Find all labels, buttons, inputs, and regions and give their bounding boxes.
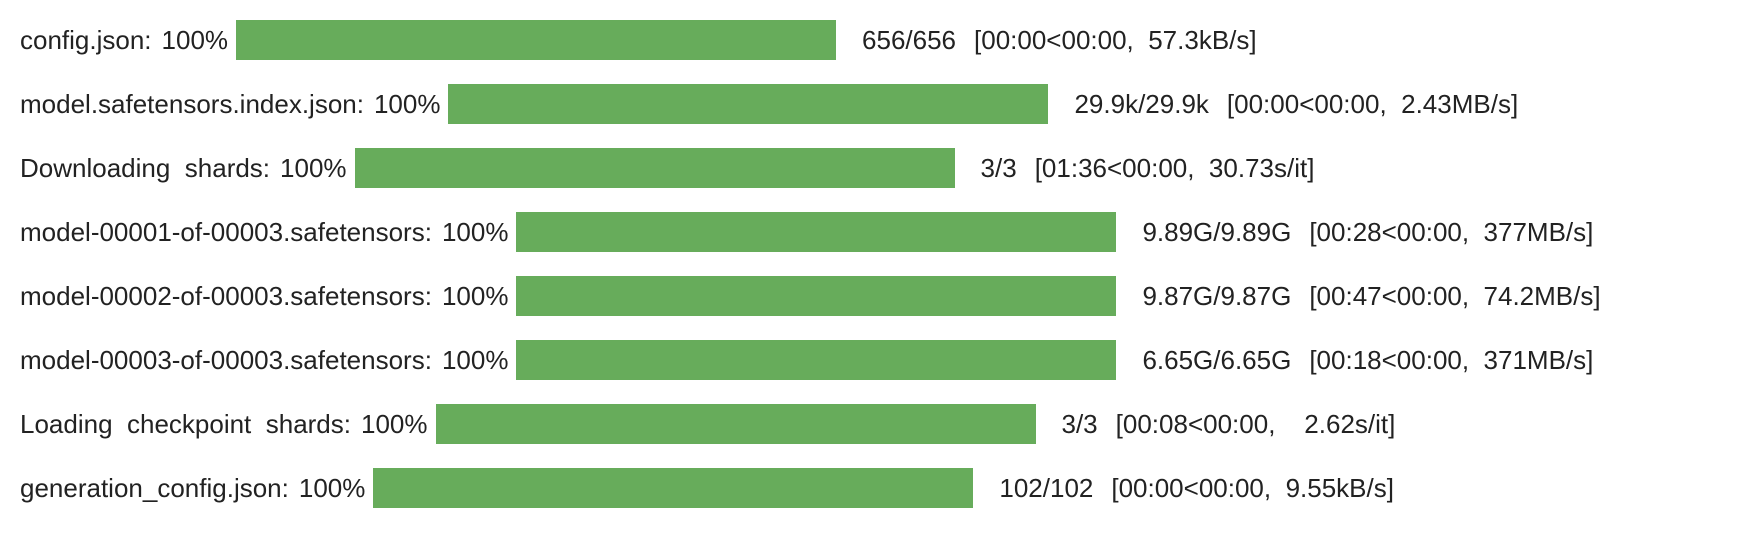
bar-label: Downloading shards: (20, 152, 271, 183)
progress-row: model-00001-of-00003.safetensors: 100% 9.8… (20, 212, 1593, 252)
progress-fill (236, 20, 837, 60)
progress-row: model-00002-of-00003.safetensors: 100% 9.8… (20, 276, 1601, 316)
progress-row: generation_config.json: 100% 102/102 [00:00… (20, 468, 1394, 508)
progress-fill (435, 404, 1036, 444)
count: 656/656 (862, 24, 957, 55)
timing: [00:47<00:00, 74.2MB/s] (1309, 280, 1601, 311)
timing: [00:08<00:00, 2.62s/it] (1115, 408, 1396, 439)
progress-row: Downloading shards: 100% 3/3 [01:36<00:00, … (20, 148, 1314, 188)
percent: 100% (298, 472, 366, 503)
bar-label: Loading checkpoint shards: (20, 408, 351, 439)
timing: [00:00<00:00, 2.43MB/s] (1226, 88, 1519, 119)
progress-fill (516, 212, 1117, 252)
progress-fill (448, 84, 1049, 124)
progress-track (516, 212, 1117, 252)
progress-fill (516, 276, 1117, 316)
count: 3/3 (1061, 408, 1098, 439)
count: 6.65G/6.65G (1142, 344, 1292, 375)
count: 9.87G/9.87G (1142, 280, 1292, 311)
bar-label: model-00001-of-00003.safetensors: (20, 216, 432, 247)
percent: 100% (361, 408, 428, 439)
timing: [00:28<00:00, 377MB/s] (1309, 216, 1594, 247)
timing: [00:00<00:00, 9.55kB/s] (1111, 472, 1394, 503)
progress-row: config.json: 100% 656/656 [00:00<00:00, 57.… (20, 20, 1257, 60)
progress-fill (516, 340, 1117, 380)
progress-row: model-00003-of-00003.safetensors: 100% 6.6… (20, 340, 1593, 380)
progress-row: Loading checkpoint shards: 100% 3/3 [00:08<… (20, 404, 1395, 444)
timing: [01:36<00:00, 30.73s/it] (1034, 152, 1315, 183)
count: 3/3 (980, 152, 1017, 183)
progress-track (516, 276, 1117, 316)
progress-track (236, 20, 837, 60)
percent: 100% (373, 88, 441, 119)
progress-track (373, 468, 974, 508)
bar-label: model-00003-of-00003.safetensors: (20, 344, 432, 375)
percent: 100% (441, 280, 509, 311)
timing: [00:18<00:00, 371MB/s] (1309, 344, 1594, 375)
progress-track (435, 404, 1036, 444)
progress-track (516, 340, 1117, 380)
timing: [00:00<00:00, 57.3kB/s] (974, 24, 1257, 55)
count: 102/102 (999, 472, 1094, 503)
bar-label: model-00002-of-00003.safetensors: (20, 280, 432, 311)
progress-fill (373, 468, 974, 508)
percent: 100% (441, 216, 509, 247)
percent: 100% (161, 24, 229, 55)
percent: 100% (280, 152, 347, 183)
bar-label: config.json: (20, 24, 152, 55)
bar-label: model.safetensors.index.json: (20, 88, 364, 119)
progress-row: model.safetensors.index.json: 100% 29.9k/2… (20, 84, 1518, 124)
percent: 100% (441, 344, 509, 375)
count: 9.89G/9.89G (1142, 216, 1292, 247)
count: 29.9k/29.9k (1074, 88, 1209, 119)
progress-track (448, 84, 1049, 124)
bar-label: generation_config.json: (20, 472, 289, 503)
progress-track (354, 148, 955, 188)
progress-fill (354, 148, 955, 188)
